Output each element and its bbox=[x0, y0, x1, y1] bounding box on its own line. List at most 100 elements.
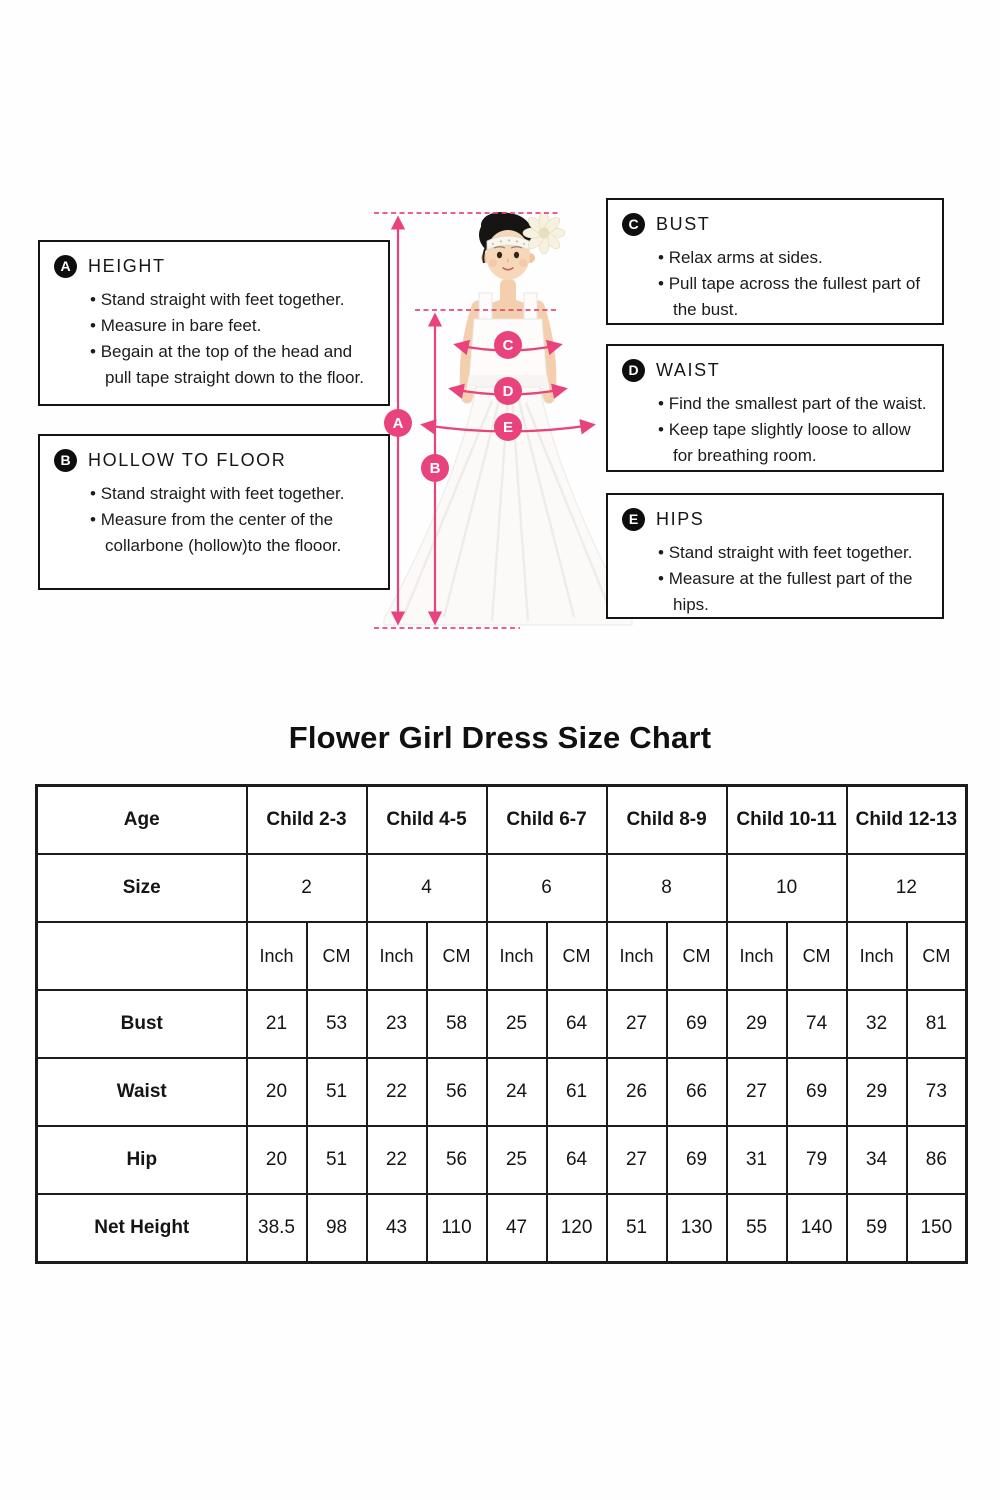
hip-inch-2: 25 bbox=[485, 1125, 548, 1195]
marker-circle-a bbox=[384, 409, 412, 437]
hip-inch-3: 27 bbox=[605, 1125, 668, 1195]
unit-inch-0: Inch bbox=[245, 921, 308, 991]
marker-circles: A B C D E bbox=[384, 331, 522, 482]
size-value-4: 10 bbox=[725, 853, 848, 923]
unit-inch-4: Inch bbox=[725, 921, 788, 991]
unit-inch-1: Inch bbox=[365, 921, 428, 991]
age-header-0: Child 2-3 bbox=[245, 784, 368, 855]
marker-badge-e: E bbox=[622, 508, 645, 531]
net-height-inch-0: 38.5 bbox=[245, 1193, 308, 1264]
row-label-units bbox=[35, 921, 248, 991]
table-row-waist: Waist 20 51 22 56 24 61 26 66 27 69 29 73 bbox=[35, 1057, 968, 1127]
table-row-net-height: Net Height 38.5 98 43 110 47 120 51 130 55 140 59 15… bbox=[35, 1193, 968, 1264]
unit-cm-1: CM bbox=[425, 921, 488, 991]
instruction-bullet: Pull tape across the fullest part of the… bbox=[658, 271, 934, 323]
bust-cm-5: 81 bbox=[905, 989, 968, 1059]
instruction-heading: E HIPS bbox=[622, 508, 934, 531]
net-height-inch-5: 59 bbox=[845, 1193, 908, 1264]
waist-inch-5: 29 bbox=[845, 1057, 908, 1127]
unit-cm-3: CM bbox=[665, 921, 728, 991]
bust-inch-1: 23 bbox=[365, 989, 428, 1059]
instruction-bullet: Relax arms at sides. bbox=[658, 245, 934, 271]
table-row-size: Size 2 4 6 8 10 12 bbox=[35, 853, 968, 923]
unit-inch-2: Inch bbox=[485, 921, 548, 991]
instruction-heading: B HOLLOW TO FLOOR bbox=[54, 449, 380, 472]
waist-inch-2: 24 bbox=[485, 1057, 548, 1127]
instruction-box-height: A HEIGHT Stand straight with feet togeth… bbox=[38, 240, 390, 406]
net-height-cm-5: 150 bbox=[905, 1193, 968, 1264]
unit-cm-5: CM bbox=[905, 921, 968, 991]
marker-letter-d: D bbox=[503, 383, 514, 400]
waist-inch-0: 20 bbox=[245, 1057, 308, 1127]
instruction-title-waist: WAIST bbox=[656, 360, 721, 380]
age-header-3: Child 8-9 bbox=[605, 784, 728, 855]
size-chart-table: Age Child 2-3 Child 4-5 Child 6-7 Child 8-9 C… bbox=[35, 784, 969, 1264]
marker-badge-d: D bbox=[622, 359, 645, 382]
size-value-2: 6 bbox=[485, 853, 608, 923]
waist-cm-1: 56 bbox=[425, 1057, 488, 1127]
net-height-inch-3: 51 bbox=[605, 1193, 668, 1264]
instruction-box-waist: D WAIST Find the smallest part of the wa… bbox=[606, 344, 944, 472]
bust-inch-2: 25 bbox=[485, 989, 548, 1059]
instruction-title-height: HEIGHT bbox=[88, 256, 166, 276]
waist-cm-3: 66 bbox=[665, 1057, 728, 1127]
waist-inch-3: 26 bbox=[605, 1057, 668, 1127]
unit-inch-3: Inch bbox=[605, 921, 668, 991]
marker-badge-c: C bbox=[622, 213, 645, 236]
instruction-title-bust: BUST bbox=[656, 214, 711, 234]
age-header-4: Child 10-11 bbox=[725, 784, 848, 855]
marker-letter-e: E bbox=[503, 419, 513, 436]
instruction-bullet-list: Stand straight with feet together.Measur… bbox=[622, 540, 934, 618]
instruction-bullet: Stand straight with feet together. bbox=[90, 481, 380, 507]
instruction-bullet-list: Relax arms at sides.Pull tape across the… bbox=[622, 245, 934, 323]
marker-letter-b: B bbox=[430, 460, 441, 477]
net-height-inch-1: 43 bbox=[365, 1193, 428, 1264]
page-title: Flower Girl Dress Size Chart bbox=[288, 720, 712, 755]
bust-cm-2: 64 bbox=[545, 989, 608, 1059]
instruction-bullet: Begain at the top of the head and pull t… bbox=[90, 339, 380, 391]
girl-photo bbox=[383, 211, 633, 626]
bust-cm-4: 74 bbox=[785, 989, 848, 1059]
age-header-5: Child 12-13 bbox=[845, 784, 968, 855]
waist-cm-2: 61 bbox=[545, 1057, 608, 1127]
hip-cm-5: 86 bbox=[905, 1125, 968, 1195]
hip-cm-0: 51 bbox=[305, 1125, 368, 1195]
waist-inch-1: 22 bbox=[365, 1057, 428, 1127]
instruction-bullet-list: Stand straight with feet together.Measur… bbox=[54, 481, 380, 559]
size-chart-table-body: Age Child 2-3 Child 4-5 Child 6-7 Child 8-9 C… bbox=[35, 784, 968, 1264]
instruction-bullet-list: Stand straight with feet together.Measur… bbox=[54, 287, 380, 391]
marker-letter-a: A bbox=[393, 415, 404, 432]
size-value-0: 2 bbox=[245, 853, 368, 923]
marker-badge-b: B bbox=[54, 449, 77, 472]
table-row-bust: Bust 21 53 23 58 25 64 27 69 29 74 32 81 bbox=[35, 989, 968, 1059]
hip-cm-2: 64 bbox=[545, 1125, 608, 1195]
net-height-cm-3: 130 bbox=[665, 1193, 728, 1264]
hip-cm-1: 56 bbox=[425, 1125, 488, 1195]
marker-letter-c: C bbox=[503, 337, 514, 354]
unit-cm-4: CM bbox=[785, 921, 848, 991]
row-label-age: Age bbox=[35, 784, 248, 855]
instruction-heading: A HEIGHT bbox=[54, 255, 380, 278]
waist-cm-5: 73 bbox=[905, 1057, 968, 1127]
size-value-5: 12 bbox=[845, 853, 968, 923]
size-value-1: 4 bbox=[365, 853, 488, 923]
row-label-size: Size bbox=[35, 853, 248, 923]
bust-cm-0: 53 bbox=[305, 989, 368, 1059]
instruction-heading: C BUST bbox=[622, 213, 934, 236]
instruction-box-hollow-to-floor: B HOLLOW TO FLOOR Stand straight with fe… bbox=[38, 434, 390, 590]
marker-circle-d bbox=[494, 377, 522, 405]
bust-inch-0: 21 bbox=[245, 989, 308, 1059]
instruction-title-hollow-to-floor: HOLLOW TO FLOOR bbox=[88, 450, 287, 470]
instruction-bullet: Measure at the fullest part of the hips. bbox=[658, 566, 934, 618]
marker-circle-e bbox=[494, 413, 522, 441]
hip-cm-3: 69 bbox=[665, 1125, 728, 1195]
net-height-inch-4: 55 bbox=[725, 1193, 788, 1264]
instruction-bullet: Measure from the center of the collarbon… bbox=[90, 507, 380, 559]
net-height-cm-4: 140 bbox=[785, 1193, 848, 1264]
hip-inch-4: 31 bbox=[725, 1125, 788, 1195]
net-height-inch-2: 47 bbox=[485, 1193, 548, 1264]
net-height-cm-0: 98 bbox=[305, 1193, 368, 1264]
row-label-net-height: Net Height bbox=[35, 1193, 248, 1264]
table-row-units: Inch CM Inch CM Inch CM Inch CM Inch CM Inch CM bbox=[35, 921, 968, 991]
size-value-3: 8 bbox=[605, 853, 728, 923]
